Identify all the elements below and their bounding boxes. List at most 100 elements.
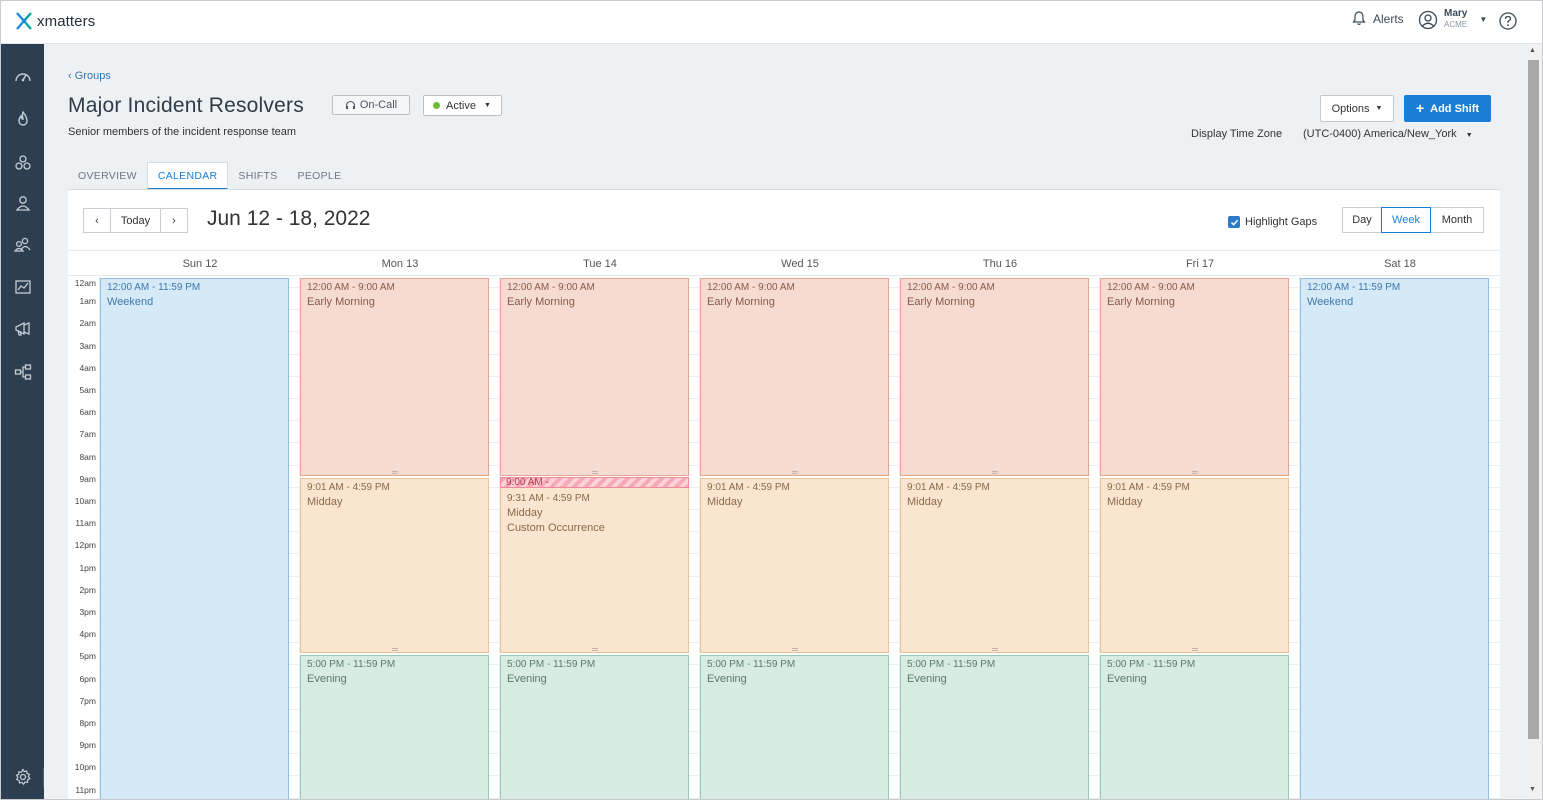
coverage-gap-marker[interactable]: 9:00 AM - (500, 477, 689, 488)
shift-block-midday[interactable]: 9:01 AM - 4:59 PM Midday (900, 478, 1089, 653)
shift-block-evening[interactable]: 5:00 PM - 11:59 PM Evening (300, 655, 489, 799)
shift-block-morning[interactable]: 12:00 AM - 9:00 AM Early Morning (1100, 278, 1289, 476)
shift-time: 12:00 AM - 9:00 AM (707, 282, 795, 293)
shift-block-morning[interactable]: 12:00 AM - 9:00 AM Early Morning (700, 278, 889, 476)
user-avatar-icon (1418, 10, 1438, 29)
help-button[interactable] (1499, 12, 1517, 35)
xmatters-logo-icon (16, 12, 32, 30)
shift-block-evening[interactable]: 5:00 PM - 11:59 PM Evening (700, 655, 889, 799)
messaging-icon[interactable] (13, 319, 33, 339)
plus-icon: + (1415, 99, 1425, 116)
dashboard-icon[interactable] (13, 67, 33, 87)
shift-block-midday[interactable]: 9:01 AM - 4:59 PM Midday (1100, 478, 1289, 653)
breadcrumb-groups[interactable]: ‹ Groups (68, 70, 111, 82)
app-logo[interactable]: xmatters (14, 11, 95, 31)
view-week-button[interactable]: Week (1381, 207, 1431, 233)
view-month-button[interactable]: Month (1430, 207, 1484, 233)
date-range-title: Jun 12 - 18, 2022 (207, 207, 371, 230)
shift-block-midday[interactable]: 9:01 AM - 4:59 PM Midday (300, 478, 489, 653)
help-icon (1499, 12, 1517, 30)
group-description: Senior members of the incident response … (68, 126, 297, 138)
status-dropdown[interactable]: Active ▼ (423, 95, 502, 116)
view-day-button[interactable]: Day (1342, 207, 1382, 233)
shift-block-morning[interactable]: 12:00 AM - 9:00 AM Early Morning (300, 278, 489, 476)
hour-label: 6pm (79, 674, 96, 684)
resize-handle-icon[interactable] (991, 471, 998, 474)
hour-label: 12am (74, 278, 96, 288)
hour-label: 11pm (75, 785, 96, 795)
shift-time: 12:00 AM - 9:00 AM (1107, 282, 1195, 293)
shift-name: Early Morning (1107, 296, 1175, 308)
on-call-button[interactable]: On-Call (332, 95, 410, 115)
tab-people[interactable]: PEOPLE (297, 170, 342, 182)
day-header: Mon 13 (381, 258, 419, 270)
shift-block-morning[interactable]: 12:00 AM - 9:00 AM Early Morning (500, 278, 689, 476)
alerts-link[interactable]: Alerts (1352, 11, 1404, 26)
highlight-gaps-toggle[interactable]: Highlight Gaps (1228, 216, 1317, 228)
hour-label: 4pm (79, 629, 96, 639)
scroll-up-arrow-icon[interactable]: ▲ (1529, 47, 1536, 54)
app-name: xmatters (37, 12, 96, 30)
shift-occurrence-note: Custom Occurrence (507, 522, 605, 534)
users-icon[interactable] (13, 193, 33, 213)
shift-block-weekend[interactable]: 12:00 AM - 11:59 PM Weekend (1300, 278, 1489, 799)
today-button[interactable]: Today (110, 208, 161, 233)
shift-name: Evening (707, 673, 747, 685)
resize-handle-icon[interactable] (391, 648, 398, 651)
page-title: Major Incident Resolvers (68, 94, 304, 117)
shift-time: 9:01 AM - 4:59 PM (1107, 482, 1190, 493)
scroll-down-arrow-icon[interactable]: ▼ (1529, 786, 1536, 793)
day-header: Tue 14 (583, 258, 617, 270)
shift-block-morning[interactable]: 12:00 AM - 9:00 AM Early Morning (900, 278, 1089, 476)
options-button[interactable]: Options ▼ (1320, 95, 1394, 122)
tab-overview[interactable]: OVERVIEW (78, 170, 137, 182)
user-menu[interactable]: Mary ACME ▼ (1418, 9, 1487, 30)
headset-icon (345, 100, 355, 109)
shift-block-midday[interactable]: 9:31 AM - 4:59 PM Midday Custom Occurrence (500, 478, 689, 653)
hour-label: 12pm (74, 540, 96, 550)
resize-handle-icon[interactable] (591, 648, 598, 651)
shift-name: Weekend (1307, 296, 1354, 308)
shift-block-evening[interactable]: 5:00 PM - 11:59 PM Evening (900, 655, 1089, 799)
shift-time: 12:00 AM - 11:59 PM (1307, 282, 1401, 293)
shift-name: Midday (707, 496, 743, 508)
tab-shifts[interactable]: SHIFTS (238, 170, 278, 182)
hour-label: 8am (79, 452, 96, 462)
caret-down-icon: ▼ (1465, 132, 1473, 139)
settings-icon[interactable] (13, 767, 33, 787)
highlight-gaps-checkbox[interactable] (1228, 216, 1240, 228)
breadcrumb-label: Groups (74, 70, 111, 82)
timezone-select[interactable]: (UTC-0400) America/New_York ▼ (1303, 128, 1473, 140)
next-week-button[interactable]: › (160, 208, 188, 233)
add-shift-button[interactable]: + Add Shift (1404, 95, 1491, 122)
shift-time: 5:00 PM - 11:59 PM (707, 659, 796, 670)
shift-block-evening[interactable]: 5:00 PM - 11:59 PM Evening (1100, 655, 1289, 799)
status-dot (433, 102, 440, 109)
resize-handle-icon[interactable] (1191, 471, 1198, 474)
shift-name: Evening (307, 673, 347, 685)
incidents-icon[interactable] (13, 110, 33, 130)
scrollbar-thumb[interactable] (1528, 60, 1539, 739)
resize-handle-icon[interactable] (1191, 648, 1198, 651)
scrollbar[interactable]: ▲ ▼ (1526, 44, 1542, 799)
add-shift-label: Add Shift (1430, 102, 1480, 115)
reports-icon[interactable] (13, 277, 33, 297)
day-column-divider (899, 277, 900, 799)
groups-icon[interactable] (13, 153, 33, 173)
workflows-icon[interactable] (13, 362, 33, 382)
resize-handle-icon[interactable] (391, 471, 398, 474)
resize-handle-icon[interactable] (791, 648, 798, 651)
resize-handle-icon[interactable] (791, 471, 798, 474)
resize-handle-icon[interactable] (991, 648, 998, 651)
resize-handle-icon[interactable] (591, 471, 598, 474)
tab-calendar[interactable]: CALENDAR (146, 162, 229, 190)
top-bar: xmatters Alerts Mary ACME ▼ (0, 0, 1543, 44)
shift-block-evening[interactable]: 5:00 PM - 11:59 PM Evening (500, 655, 689, 799)
main-content: ‹ Groups Major Incident Resolvers On-Cal… (44, 44, 1526, 799)
prev-week-button[interactable]: ‹ (83, 208, 111, 233)
teams-icon[interactable] (13, 235, 33, 255)
hour-label: 6am (79, 407, 96, 417)
shift-block-weekend[interactable]: 12:00 AM - 11:59 PM Weekend (100, 278, 289, 799)
shift-block-midday[interactable]: 9:01 AM - 4:59 PM Midday (700, 478, 889, 653)
chevron-left-icon: ‹ (68, 70, 72, 82)
